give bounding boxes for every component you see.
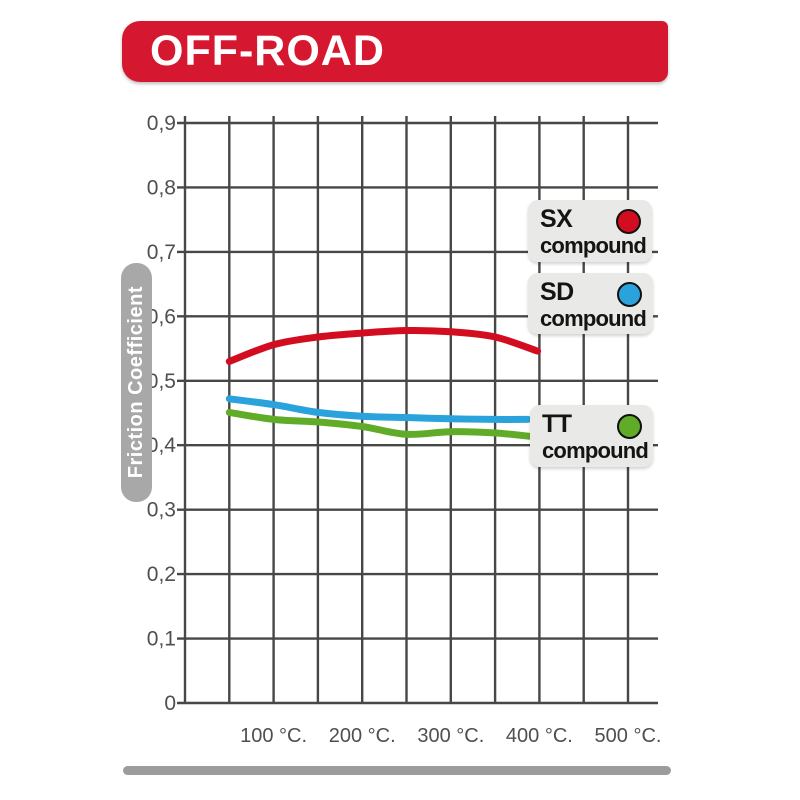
legend-sx-code: SX: [540, 205, 573, 233]
y-tick-label: 0,2: [147, 563, 176, 586]
legend-sd-compound: SD compound: [528, 273, 653, 334]
sx-red-dot: [616, 209, 641, 234]
y-tick-label: 0,6: [147, 305, 176, 328]
x-tick-label: 200 °C.: [329, 725, 396, 747]
series-line-sx: [225, 326, 542, 365]
y-tick-label: 0,9: [147, 112, 176, 135]
y-tick-label: 0,4: [147, 434, 177, 457]
y-tick-label: 0: [164, 692, 176, 715]
y-tick-label: 0,1: [147, 628, 176, 651]
legend-tt-compound: TT compound: [530, 405, 653, 467]
legend-sx-word: compound: [540, 233, 647, 258]
y-tick-label: 0,8: [147, 176, 176, 199]
page-title: OFF-ROAD: [150, 27, 385, 75]
x-tick-label: 100 °C.: [240, 725, 307, 747]
footer-rule: [123, 766, 671, 775]
legend-tt-word: compound: [542, 438, 649, 463]
y-tick-label: 0,7: [147, 241, 176, 264]
sd-blue-dot: [617, 282, 642, 307]
legend-sd-word: compound: [540, 306, 647, 331]
series-line-tt: [225, 408, 533, 440]
x-tick-label: 500 °C.: [595, 725, 662, 747]
y-tick-label: 0,3: [147, 499, 176, 522]
x-tick-label: 400 °C.: [506, 725, 573, 747]
y-axis-label-pill: Friction Coefficient: [121, 263, 152, 502]
x-tick-label: 300 °C.: [417, 725, 484, 747]
series-line-sd: [225, 395, 532, 423]
legend-tt-code: TT: [542, 410, 572, 438]
legend-sx-compound: SX compound: [528, 200, 652, 262]
y-axis-label: Friction Coefficient: [125, 286, 147, 479]
y-tick-label: 0,5: [147, 370, 176, 393]
legend-sd-code: SD: [540, 278, 574, 306]
category-banner: OFF-ROAD: [122, 21, 668, 82]
tt-green-dot: [617, 414, 642, 439]
